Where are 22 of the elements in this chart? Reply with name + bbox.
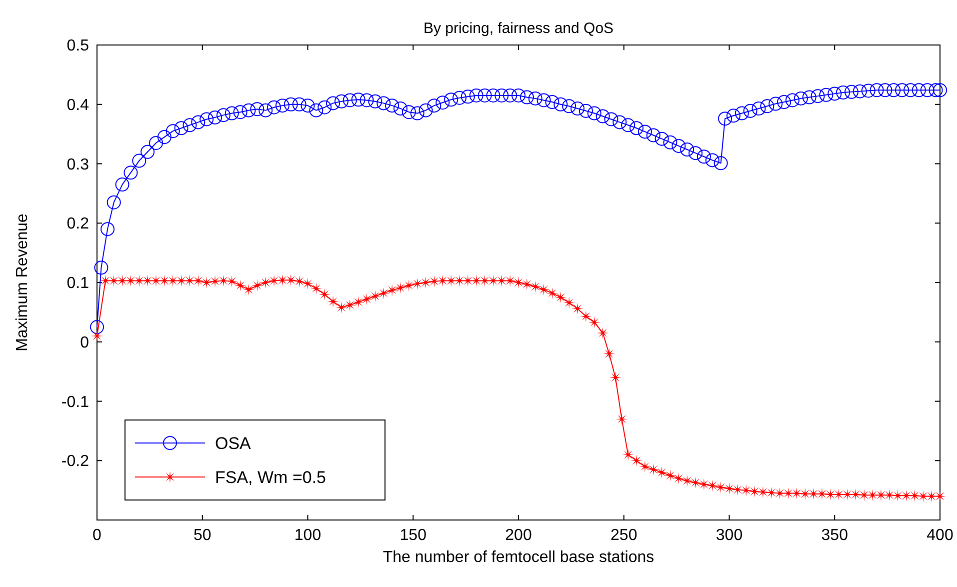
y-tick-label: -0.1 (61, 394, 90, 411)
x-tick-label: 400 (926, 527, 954, 544)
x-tick-label: 200 (505, 527, 532, 544)
x-tick-label: 300 (716, 527, 743, 544)
y-tick-label: 0.3 (66, 156, 90, 174)
y-tick-label: 0.1 (66, 275, 90, 292)
x-tick-label: 150 (400, 527, 427, 544)
chart-title: By pricing, fairness and QoS (423, 20, 614, 37)
x-tick-label: 350 (821, 527, 848, 544)
legend-label: OSA (215, 434, 252, 453)
y-tick-label: 0.2 (66, 216, 90, 233)
x-tick-label: 250 (610, 527, 638, 544)
x-tick-label: 0 (92, 527, 102, 544)
y-tick-label: -0.2 (61, 453, 90, 470)
y-tick-label: 0.5 (66, 38, 90, 55)
y-tick-label: 0.4 (66, 96, 90, 114)
x-tick-label: 100 (294, 527, 322, 544)
x-axis-title: The number of femtocell base stations (382, 549, 654, 566)
y-tick-label: 0 (80, 334, 90, 352)
legend-label: FSA, Wm =0.5 (215, 468, 326, 487)
x-tick-label: 50 (193, 527, 212, 544)
y-axis-title: Maximum Revenue (14, 213, 31, 352)
